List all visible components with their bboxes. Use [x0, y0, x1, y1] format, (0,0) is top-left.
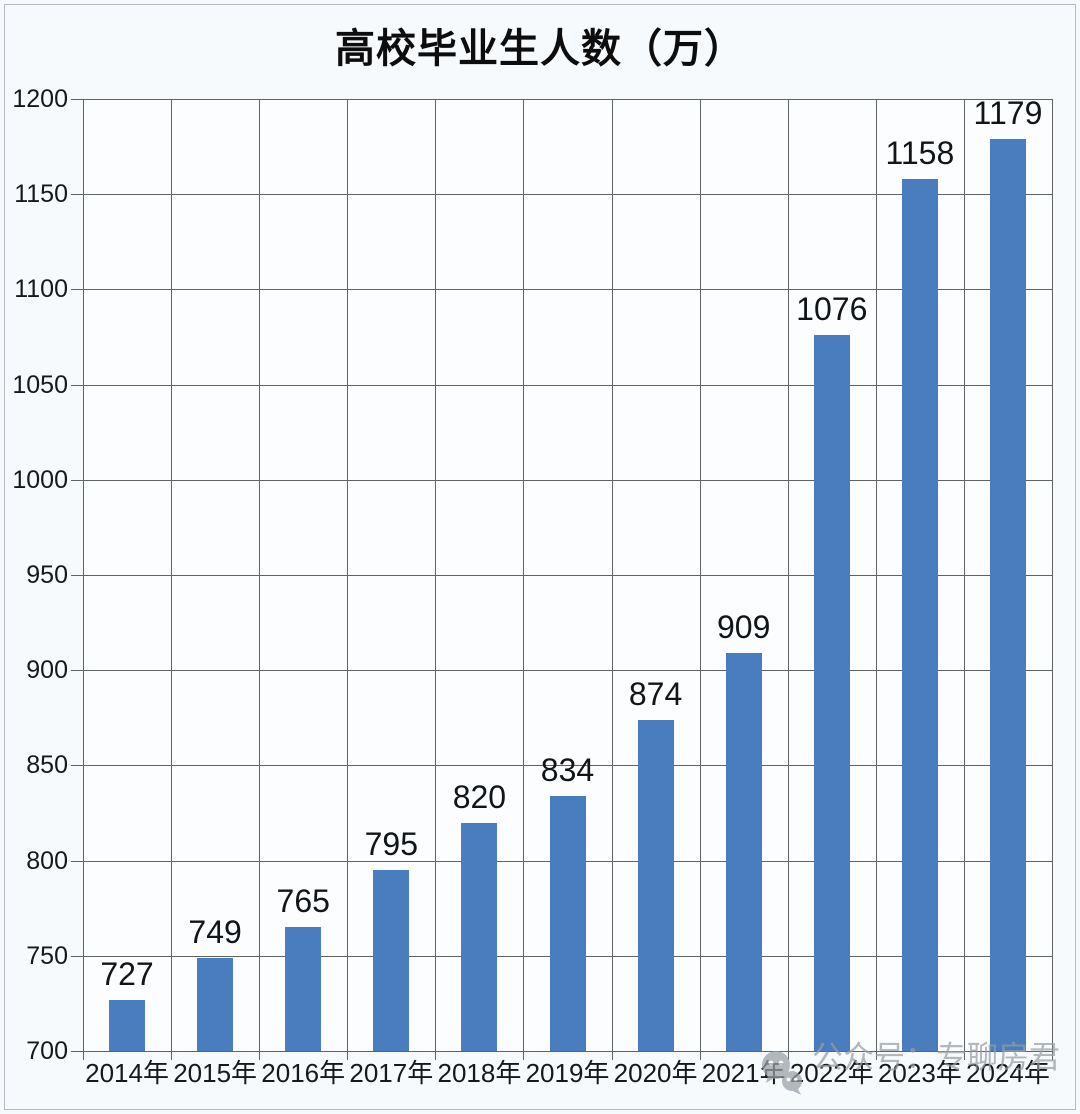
x-tick-mark	[171, 1051, 173, 1060]
x-tick-mark	[787, 1051, 789, 1060]
gridline-vertical	[699, 99, 701, 1051]
y-tick-mark	[71, 575, 83, 576]
y-tick-mark	[71, 384, 83, 386]
gridline-vertical	[787, 99, 789, 1051]
x-tick-label: 2018年	[437, 1058, 522, 1088]
bar	[197, 957, 234, 1051]
gridline-horizontal	[83, 384, 1052, 386]
y-tick-label: 1000	[12, 465, 68, 494]
y-axis-line	[83, 99, 84, 1051]
plot-area: 727 749 765 795 820 834 874 909 1076 1158 1179	[83, 95, 1053, 1052]
y-tick-label: 700	[26, 1037, 68, 1065]
bar-value-label: 1158	[885, 134, 955, 171]
y-tick-label: 750	[26, 941, 68, 970]
y-tick-label: 900	[26, 656, 68, 685]
gridline-horizontal	[83, 1051, 1052, 1052]
y-tick-mark	[71, 670, 83, 672]
bar	[285, 927, 322, 1051]
x-tick-label: 2015年	[173, 1058, 258, 1088]
y-tick-label: 800	[26, 846, 68, 875]
bar-value-label: 909	[716, 609, 771, 646]
y-tick-mark	[71, 955, 83, 957]
gridline-vertical	[875, 99, 877, 1051]
gridline-horizontal	[83, 670, 1052, 672]
gridline-vertical	[523, 99, 525, 1051]
y-tick-mark	[71, 1051, 83, 1052]
bar	[813, 335, 850, 1051]
x-tick-mark	[347, 1051, 349, 1060]
gridline-horizontal	[83, 479, 1052, 481]
x-tick-label: 2017年	[349, 1058, 434, 1088]
bar-value-label: 765	[276, 883, 330, 920]
bar-value-label: 1179	[973, 94, 1043, 131]
y-tick-label: 1050	[12, 370, 68, 399]
gridline-vertical	[1052, 99, 1053, 1051]
y-tick-mark	[71, 99, 83, 100]
bar-value-label: 874	[628, 675, 683, 712]
gridline-horizontal	[83, 765, 1052, 767]
gridline-vertical	[259, 99, 261, 1051]
x-tick-mark	[875, 1051, 877, 1060]
bar	[109, 999, 146, 1051]
y-tick-mark	[71, 860, 83, 862]
bar-value-label: 820	[452, 778, 507, 815]
chart-title: 高校毕业生人数（万）	[335, 26, 745, 71]
gridline-vertical	[347, 99, 349, 1051]
bar-value-label: 727	[100, 955, 154, 992]
x-tick-label: 2019年	[525, 1058, 610, 1088]
bar-value-label: 749	[188, 913, 242, 950]
y-tick-label: 1200	[12, 85, 68, 113]
y-tick-mark	[71, 765, 83, 767]
x-tick-mark	[83, 1051, 84, 1060]
x-tick-mark	[259, 1051, 261, 1060]
gridline-horizontal	[83, 289, 1052, 291]
x-tick-label: 2020年	[613, 1058, 698, 1088]
bar	[373, 870, 410, 1051]
gridline-vertical	[435, 99, 437, 1051]
gridline-vertical	[963, 99, 965, 1051]
x-tick-label: 2021年	[701, 1058, 786, 1088]
y-tick-label: 950	[26, 561, 68, 589]
y-tick-mark	[71, 194, 83, 196]
bar-value-label: 795	[364, 826, 419, 863]
x-tick-mark	[611, 1051, 613, 1060]
y-tick-label: 850	[26, 751, 68, 780]
bar	[989, 138, 1026, 1051]
x-tick-label: 2016年	[261, 1058, 346, 1088]
bar	[725, 653, 762, 1051]
bar	[549, 795, 586, 1051]
x-tick-mark	[1052, 1051, 1053, 1060]
x-tick-label: 2023年	[877, 1058, 962, 1088]
x-tick-mark	[699, 1051, 701, 1060]
x-tick-label: 2014年	[85, 1058, 169, 1088]
bar	[637, 719, 674, 1051]
gridline-vertical	[171, 99, 173, 1051]
bar	[901, 178, 938, 1051]
gridline-vertical	[611, 99, 613, 1051]
y-tick-mark	[71, 479, 83, 481]
y-tick-mark	[71, 289, 83, 291]
x-tick-label: 2024年	[966, 1058, 1050, 1088]
y-tick-label: 1150	[14, 180, 68, 209]
bar-value-label: 834	[540, 751, 595, 788]
x-tick-mark	[435, 1051, 437, 1060]
bar-value-label: 1076	[796, 291, 868, 328]
y-tick-label: 1100	[14, 275, 68, 304]
bar	[461, 822, 498, 1051]
gridline-horizontal	[83, 575, 1052, 576]
x-tick-mark	[523, 1051, 525, 1060]
gridline-horizontal	[83, 99, 1052, 100]
gridline-horizontal	[83, 194, 1052, 196]
x-tick-label: 2022年	[789, 1058, 874, 1088]
x-tick-mark	[963, 1051, 965, 1060]
